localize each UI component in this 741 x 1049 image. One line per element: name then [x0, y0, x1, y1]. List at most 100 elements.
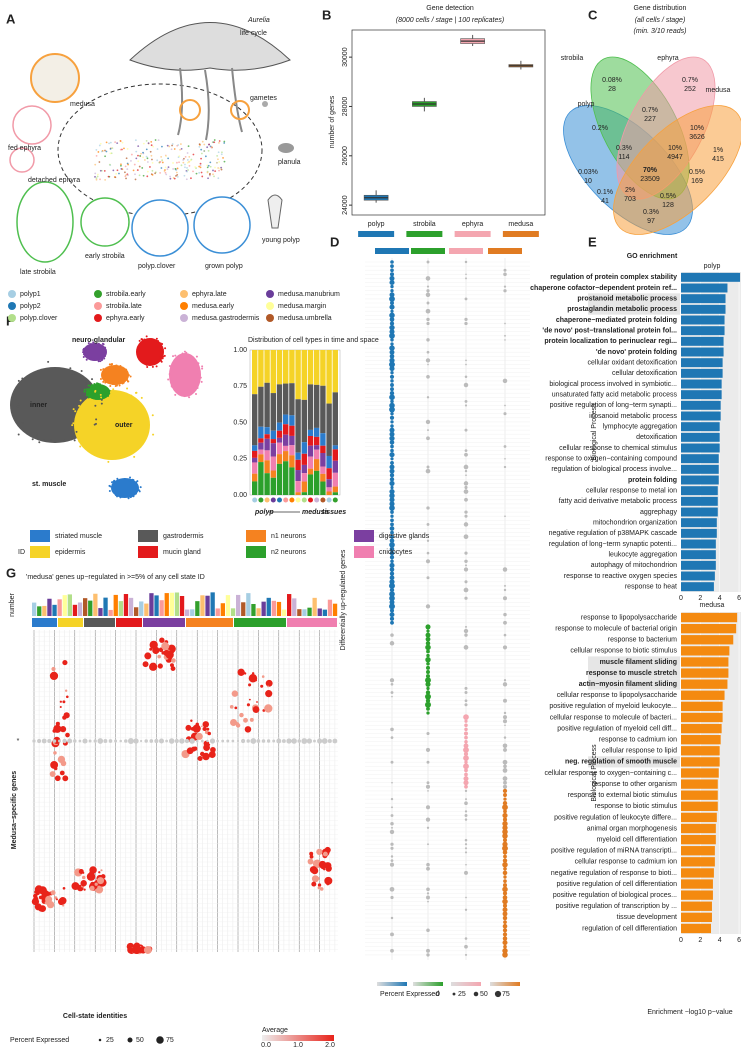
umap-point	[182, 161, 185, 164]
dot	[390, 383, 394, 387]
umap-point	[74, 372, 77, 375]
legend-label: 25	[106, 1037, 114, 1044]
go-title: GO enrichment	[627, 253, 678, 260]
stack-segment	[314, 427, 320, 437]
dot	[239, 712, 244, 718]
umap-point	[200, 148, 203, 151]
dot	[127, 738, 134, 744]
dot	[59, 700, 62, 703]
umap-point	[145, 363, 148, 366]
dot	[389, 567, 395, 572]
dot	[389, 353, 395, 359]
umap-point	[168, 364, 171, 367]
umap-point	[103, 379, 106, 382]
dot	[390, 424, 394, 428]
venn-set-label: polyp	[578, 101, 595, 108]
umap-point	[174, 167, 177, 170]
time-dot	[252, 497, 258, 503]
dot	[33, 893, 38, 899]
young-polyp	[267, 194, 283, 229]
dot	[426, 321, 430, 326]
dot	[425, 690, 431, 695]
column-bar	[411, 248, 445, 254]
umap-point	[165, 155, 167, 158]
y-tick-label: 0.75	[233, 383, 247, 390]
umap-point	[168, 145, 171, 148]
group-bar	[287, 618, 337, 627]
umap-point	[139, 155, 142, 157]
dot	[502, 940, 508, 946]
umap-point	[13, 393, 16, 396]
planula	[278, 143, 294, 153]
umap-point	[151, 158, 153, 161]
category-label: unsaturated fatty acid metabolic process	[552, 392, 678, 399]
dot	[389, 332, 395, 339]
umap-point	[206, 164, 209, 167]
umap-point	[200, 152, 203, 155]
umap-point	[89, 357, 92, 360]
dot	[88, 871, 94, 876]
umap-point	[135, 157, 138, 160]
umap-point	[36, 434, 39, 437]
dot	[185, 724, 192, 731]
dot	[464, 514, 468, 518]
umap-point	[208, 143, 210, 146]
dot	[464, 596, 468, 600]
chart-title: medusa	[700, 602, 725, 609]
dot	[261, 675, 265, 678]
umap-point	[176, 173, 179, 176]
umap-point	[116, 495, 119, 498]
dot	[62, 904, 65, 907]
umap-point	[103, 396, 106, 399]
dot	[426, 285, 430, 288]
umap-point	[171, 143, 174, 145]
umap-point	[171, 144, 173, 147]
stack-segment	[314, 384, 320, 428]
dot	[161, 642, 170, 651]
umap-point	[133, 493, 136, 496]
bar	[681, 801, 718, 811]
umap-point	[89, 342, 92, 345]
dot	[425, 681, 431, 687]
umap-point	[159, 359, 162, 362]
count-bar	[88, 600, 93, 616]
bar	[681, 507, 718, 517]
stack-segment	[270, 350, 276, 394]
stack-segment	[332, 449, 338, 461]
umap-point	[89, 386, 92, 389]
time-dot	[270, 497, 276, 503]
umap-point	[102, 343, 105, 346]
umap-point	[124, 369, 127, 372]
category-label: cellular detoxification	[612, 370, 677, 377]
umap-point	[166, 144, 169, 147]
umap-point	[43, 439, 46, 442]
category-label: 'de novo' post−translational protein fol…	[542, 328, 677, 335]
umap-point	[107, 388, 110, 391]
dot	[426, 465, 430, 469]
dot	[463, 628, 469, 634]
dot	[503, 809, 507, 814]
umap-point	[113, 480, 116, 483]
dot	[503, 268, 507, 272]
dot	[389, 324, 395, 331]
umap-point	[112, 388, 115, 391]
count-bar	[174, 592, 180, 616]
dot	[463, 534, 469, 540]
legend-label: medusa.manubrium	[278, 291, 340, 298]
umap-point	[143, 338, 146, 341]
stack-segment	[276, 384, 283, 423]
dot	[248, 698, 251, 701]
stack-segment	[270, 439, 276, 444]
umap-point	[223, 140, 226, 143]
bar	[681, 475, 719, 485]
dot	[464, 497, 468, 502]
dot	[464, 908, 468, 911]
umap-point	[127, 380, 130, 383]
umap-point	[88, 393, 91, 396]
umap-point	[169, 175, 171, 178]
bar	[681, 283, 728, 293]
dot	[124, 739, 128, 743]
dot	[256, 739, 261, 743]
stage-circle	[12, 105, 52, 145]
count-bar	[42, 605, 47, 616]
